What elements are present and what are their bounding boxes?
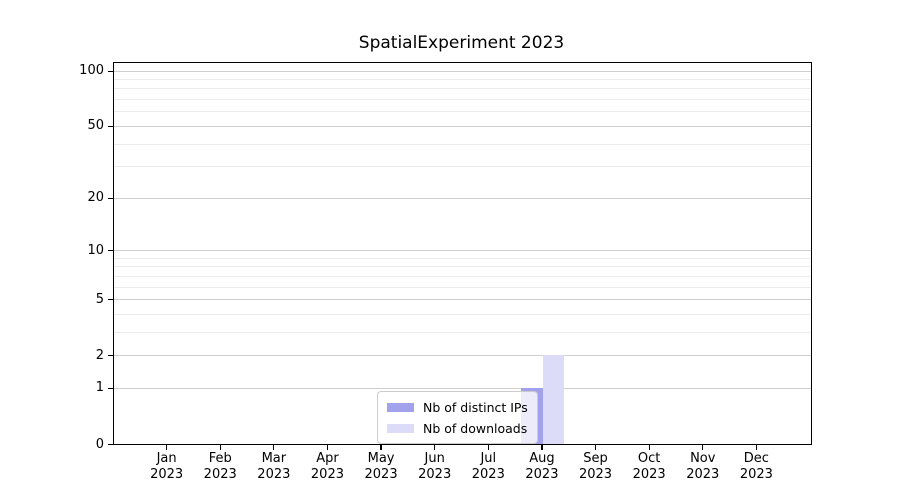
x-tick-label: Jul 2023 xyxy=(471,451,505,482)
y-tick-mark xyxy=(108,70,113,72)
y-tick-label: 1 xyxy=(95,380,104,396)
x-tick-mark xyxy=(702,444,704,450)
x-tick-label: Dec 2023 xyxy=(739,451,773,482)
y-tick-mark xyxy=(108,249,113,252)
major-gridline xyxy=(114,299,811,301)
bar-downloads xyxy=(542,355,565,444)
minor-gridline xyxy=(114,286,811,288)
y-tick-mark xyxy=(108,197,113,199)
legend-swatch-downloads xyxy=(387,423,414,433)
legend-label: Nb of downloads xyxy=(423,420,528,436)
minor-gridline xyxy=(114,275,811,277)
legend: Nb of distinct IPs Nb of downloads xyxy=(377,391,538,444)
legend-label: Nb of distinct IPs xyxy=(423,399,528,415)
y-tick-label: 5 xyxy=(95,291,104,307)
x-tick-mark xyxy=(648,444,650,450)
chart-title: SpatialExperiment 2023 xyxy=(358,33,565,53)
major-gridline xyxy=(114,387,811,389)
minor-gridline xyxy=(114,88,811,90)
minor-gridline xyxy=(114,99,811,101)
x-tick-mark xyxy=(219,444,221,450)
x-tick-label: Feb 2023 xyxy=(203,451,237,482)
minor-gridline xyxy=(114,79,811,81)
minor-gridline xyxy=(114,111,811,113)
minor-gridline xyxy=(114,266,811,268)
x-tick-label: Nov 2023 xyxy=(686,451,720,482)
minor-gridline xyxy=(114,257,811,259)
y-tick-label: 50 xyxy=(87,118,104,134)
x-tick-label: Jun 2023 xyxy=(418,451,452,482)
y-tick-label: 10 xyxy=(87,242,104,258)
x-tick-label: May 2023 xyxy=(364,451,398,482)
x-tick-mark xyxy=(326,444,329,450)
y-tick-mark xyxy=(108,387,113,389)
x-tick-mark xyxy=(594,444,597,450)
major-gridline xyxy=(114,125,811,127)
y-tick-label: 0 xyxy=(95,436,104,452)
major-gridline xyxy=(114,250,811,251)
minor-gridline xyxy=(114,331,811,333)
major-gridline xyxy=(114,70,811,72)
x-tick-mark xyxy=(380,444,382,450)
x-tick-mark xyxy=(434,444,436,450)
legend-item: Nb of downloads xyxy=(387,419,528,437)
y-tick-mark xyxy=(108,298,113,301)
x-tick-mark xyxy=(487,444,489,450)
legend-swatch-distinct-ips xyxy=(387,402,414,412)
y-tick-mark xyxy=(108,125,113,127)
x-tick-mark xyxy=(273,444,275,450)
legend-item: Nb of distinct IPs xyxy=(387,398,528,416)
plot-area xyxy=(113,62,812,445)
x-tick-mark xyxy=(541,444,543,450)
x-tick-label: Oct 2023 xyxy=(632,451,666,482)
y-tick-mark xyxy=(108,355,113,357)
minor-gridline xyxy=(114,166,811,168)
major-gridline xyxy=(114,197,811,199)
major-gridline xyxy=(114,355,811,357)
y-tick-label: 2 xyxy=(95,347,104,363)
x-tick-mark xyxy=(755,444,757,450)
x-tick-label: Jan 2023 xyxy=(150,451,184,482)
x-tick-label: Aug 2023 xyxy=(525,451,559,482)
x-tick-label: Sep 2023 xyxy=(578,451,613,482)
y-tick-label: 20 xyxy=(87,190,104,206)
x-tick-label: Apr 2023 xyxy=(310,451,344,482)
minor-gridline xyxy=(114,313,811,315)
minor-gridline xyxy=(114,143,811,145)
x-tick-label: Mar 2023 xyxy=(257,451,291,482)
y-tick-label: 100 xyxy=(79,63,104,79)
x-tick-mark xyxy=(166,444,168,450)
y-tick-mark xyxy=(108,443,113,446)
